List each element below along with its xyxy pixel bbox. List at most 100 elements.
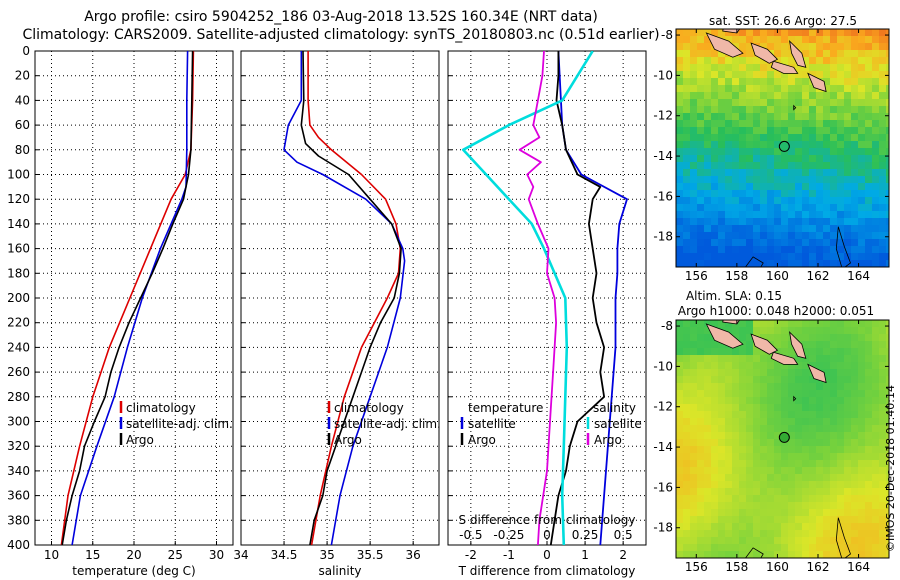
map-cell bbox=[858, 432, 866, 440]
map-cell bbox=[718, 211, 726, 219]
map-cell bbox=[732, 425, 740, 433]
map-cell bbox=[823, 502, 831, 510]
map-cell bbox=[879, 218, 887, 226]
map-cell bbox=[886, 362, 889, 370]
map-cell bbox=[753, 369, 761, 377]
map-cell bbox=[788, 495, 796, 503]
map-cell bbox=[879, 481, 887, 489]
map-cell bbox=[788, 218, 796, 226]
map-cell bbox=[802, 78, 810, 86]
map-cell bbox=[802, 204, 810, 212]
map-cell bbox=[802, 148, 810, 156]
map-cell bbox=[788, 190, 796, 198]
map-cell bbox=[809, 341, 817, 349]
map-cell bbox=[704, 488, 712, 496]
map-cell bbox=[844, 320, 852, 328]
map-cell bbox=[753, 474, 761, 482]
map-cell bbox=[865, 425, 873, 433]
map-cell bbox=[683, 197, 691, 205]
map-cell bbox=[683, 383, 691, 391]
map-cell bbox=[830, 320, 838, 328]
map-cell bbox=[676, 141, 684, 149]
map-cell bbox=[697, 418, 705, 426]
map-cell bbox=[865, 148, 873, 156]
map-cell bbox=[879, 43, 887, 51]
map-cell bbox=[746, 106, 754, 114]
map-cell bbox=[886, 453, 889, 461]
map-cell bbox=[851, 341, 859, 349]
map-cell bbox=[816, 120, 824, 128]
map-cell bbox=[851, 432, 859, 440]
map-cell bbox=[746, 390, 754, 398]
x-tick-label: 25 bbox=[168, 548, 183, 562]
map-cell bbox=[844, 523, 852, 531]
map-cell bbox=[788, 155, 796, 163]
map-cell bbox=[872, 211, 880, 219]
map-cell bbox=[844, 488, 852, 496]
map-cell bbox=[739, 537, 747, 545]
map-cell bbox=[823, 551, 831, 558]
map-cell bbox=[781, 544, 789, 552]
map-cell bbox=[781, 155, 789, 163]
map-cell bbox=[802, 183, 810, 191]
map-cell bbox=[781, 50, 789, 58]
map-cell bbox=[711, 99, 719, 107]
map-cell bbox=[816, 50, 824, 58]
map-cell bbox=[725, 78, 733, 86]
map-cell bbox=[823, 467, 831, 475]
map-cell bbox=[879, 155, 887, 163]
map-cell bbox=[711, 523, 719, 531]
map-cell bbox=[844, 537, 852, 545]
map-cell bbox=[711, 404, 719, 412]
map-cell bbox=[802, 36, 810, 44]
map-cell bbox=[746, 197, 754, 205]
map-cell bbox=[823, 425, 831, 433]
map-cell bbox=[823, 446, 831, 454]
map-cell bbox=[690, 383, 698, 391]
map-cell bbox=[683, 141, 691, 149]
map-cell bbox=[865, 260, 873, 267]
map-cell bbox=[858, 425, 866, 433]
map-cell bbox=[879, 467, 887, 475]
map-cell bbox=[886, 134, 889, 142]
map-cell bbox=[886, 425, 889, 433]
map-cell bbox=[879, 71, 887, 79]
map-cell bbox=[795, 197, 803, 205]
map-cell bbox=[865, 488, 873, 496]
map-cell bbox=[753, 418, 761, 426]
map-cell bbox=[676, 218, 684, 226]
map-cell bbox=[823, 190, 831, 198]
map-cell bbox=[739, 467, 747, 475]
map-cell bbox=[830, 341, 838, 349]
map-cell bbox=[788, 78, 796, 86]
map-cell bbox=[767, 141, 775, 149]
salinity-legend: climatology satellite-adj. clim. Argo bbox=[327, 401, 441, 447]
map-cell bbox=[816, 327, 824, 335]
map-cell bbox=[879, 190, 887, 198]
map-cell bbox=[830, 218, 838, 226]
map-cell bbox=[823, 523, 831, 531]
map-cell bbox=[704, 155, 712, 163]
map-cell bbox=[788, 530, 796, 538]
map-cell bbox=[683, 488, 691, 496]
map-cell bbox=[795, 99, 803, 107]
map-cell bbox=[676, 232, 684, 240]
x-tick-label: 1 bbox=[581, 548, 589, 562]
map-cell bbox=[788, 57, 796, 65]
map-cell bbox=[830, 64, 838, 72]
map-cell bbox=[732, 362, 740, 370]
map-cell bbox=[781, 246, 789, 254]
map-cell bbox=[865, 232, 873, 240]
map-cell bbox=[865, 404, 873, 412]
map-cell bbox=[851, 425, 859, 433]
map-cell bbox=[690, 341, 698, 349]
map-cell bbox=[746, 509, 754, 517]
map-cell bbox=[690, 99, 698, 107]
map-cell bbox=[725, 425, 733, 433]
map-cell bbox=[704, 425, 712, 433]
map-cell bbox=[830, 120, 838, 128]
map-cell bbox=[865, 120, 873, 128]
map-cell bbox=[760, 551, 768, 558]
series-line-climatology bbox=[307, 51, 402, 545]
map-cell bbox=[711, 460, 719, 468]
